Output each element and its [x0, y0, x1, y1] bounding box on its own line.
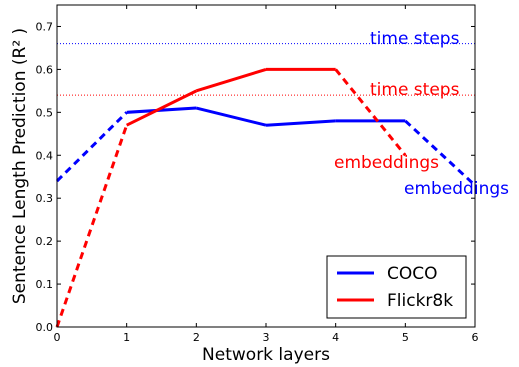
series-0-segment-1	[126, 106, 197, 114]
y-tick-label-7: 0.7	[36, 20, 54, 33]
series-1-segment-4	[334, 68, 407, 157]
annotation-embeddings-flickr: embeddings	[334, 153, 439, 173]
y-tick-label-2: 0.2	[36, 235, 54, 248]
y-tick-label-0: 0.0	[36, 321, 54, 334]
x-tick-label-5: 5	[402, 331, 409, 344]
y-tick-label-3: 0.3	[36, 192, 54, 205]
legend-box	[326, 255, 467, 319]
legend-label-flickr8k: Flickr8k	[387, 291, 453, 311]
x-tick-label-1: 1	[123, 331, 130, 344]
legend: COCO Flickr8k	[326, 255, 467, 319]
annotation-time-steps-flickr: time steps	[370, 80, 460, 100]
x-tick-label-6: 6	[472, 331, 479, 344]
y-tick-label-4: 0.4	[36, 149, 54, 162]
axis-ticks: 0 1 2 3 4 5 6 0.0 0.1 0.2 0.3 0.4 0.5 0.6 0.7	[36, 5, 479, 344]
x-tick-label-0: 0	[54, 331, 61, 344]
series-0-segment-2	[195, 106, 267, 127]
x-tick-label-2: 2	[193, 331, 200, 344]
y-tick-label-5: 0.5	[36, 106, 54, 119]
series-0-segment-3	[265, 119, 336, 127]
annotation-embeddings-coco: embeddings	[404, 179, 509, 199]
series-1-segment-1	[126, 89, 197, 127]
x-tick-label-3: 3	[263, 331, 270, 344]
reference-lines	[57, 43, 475, 96]
y-tick-label-6: 0.6	[36, 63, 54, 76]
y-tick-label-1: 0.1	[36, 278, 54, 291]
y-axis-title: Sentence Length Prediction (R² )	[10, 28, 30, 304]
x-tick-label-4: 4	[332, 331, 339, 344]
annotation-time-steps-coco: time steps	[370, 29, 460, 49]
series-0-segment-5	[404, 119, 477, 187]
series-0-segment-0	[55, 111, 128, 183]
legend-label-coco: COCO	[387, 264, 438, 284]
series-1-segment-0	[55, 124, 129, 328]
x-axis-title: Network layers	[202, 345, 330, 365]
series-1-segment-2	[195, 67, 267, 93]
series-lines	[55, 67, 477, 328]
